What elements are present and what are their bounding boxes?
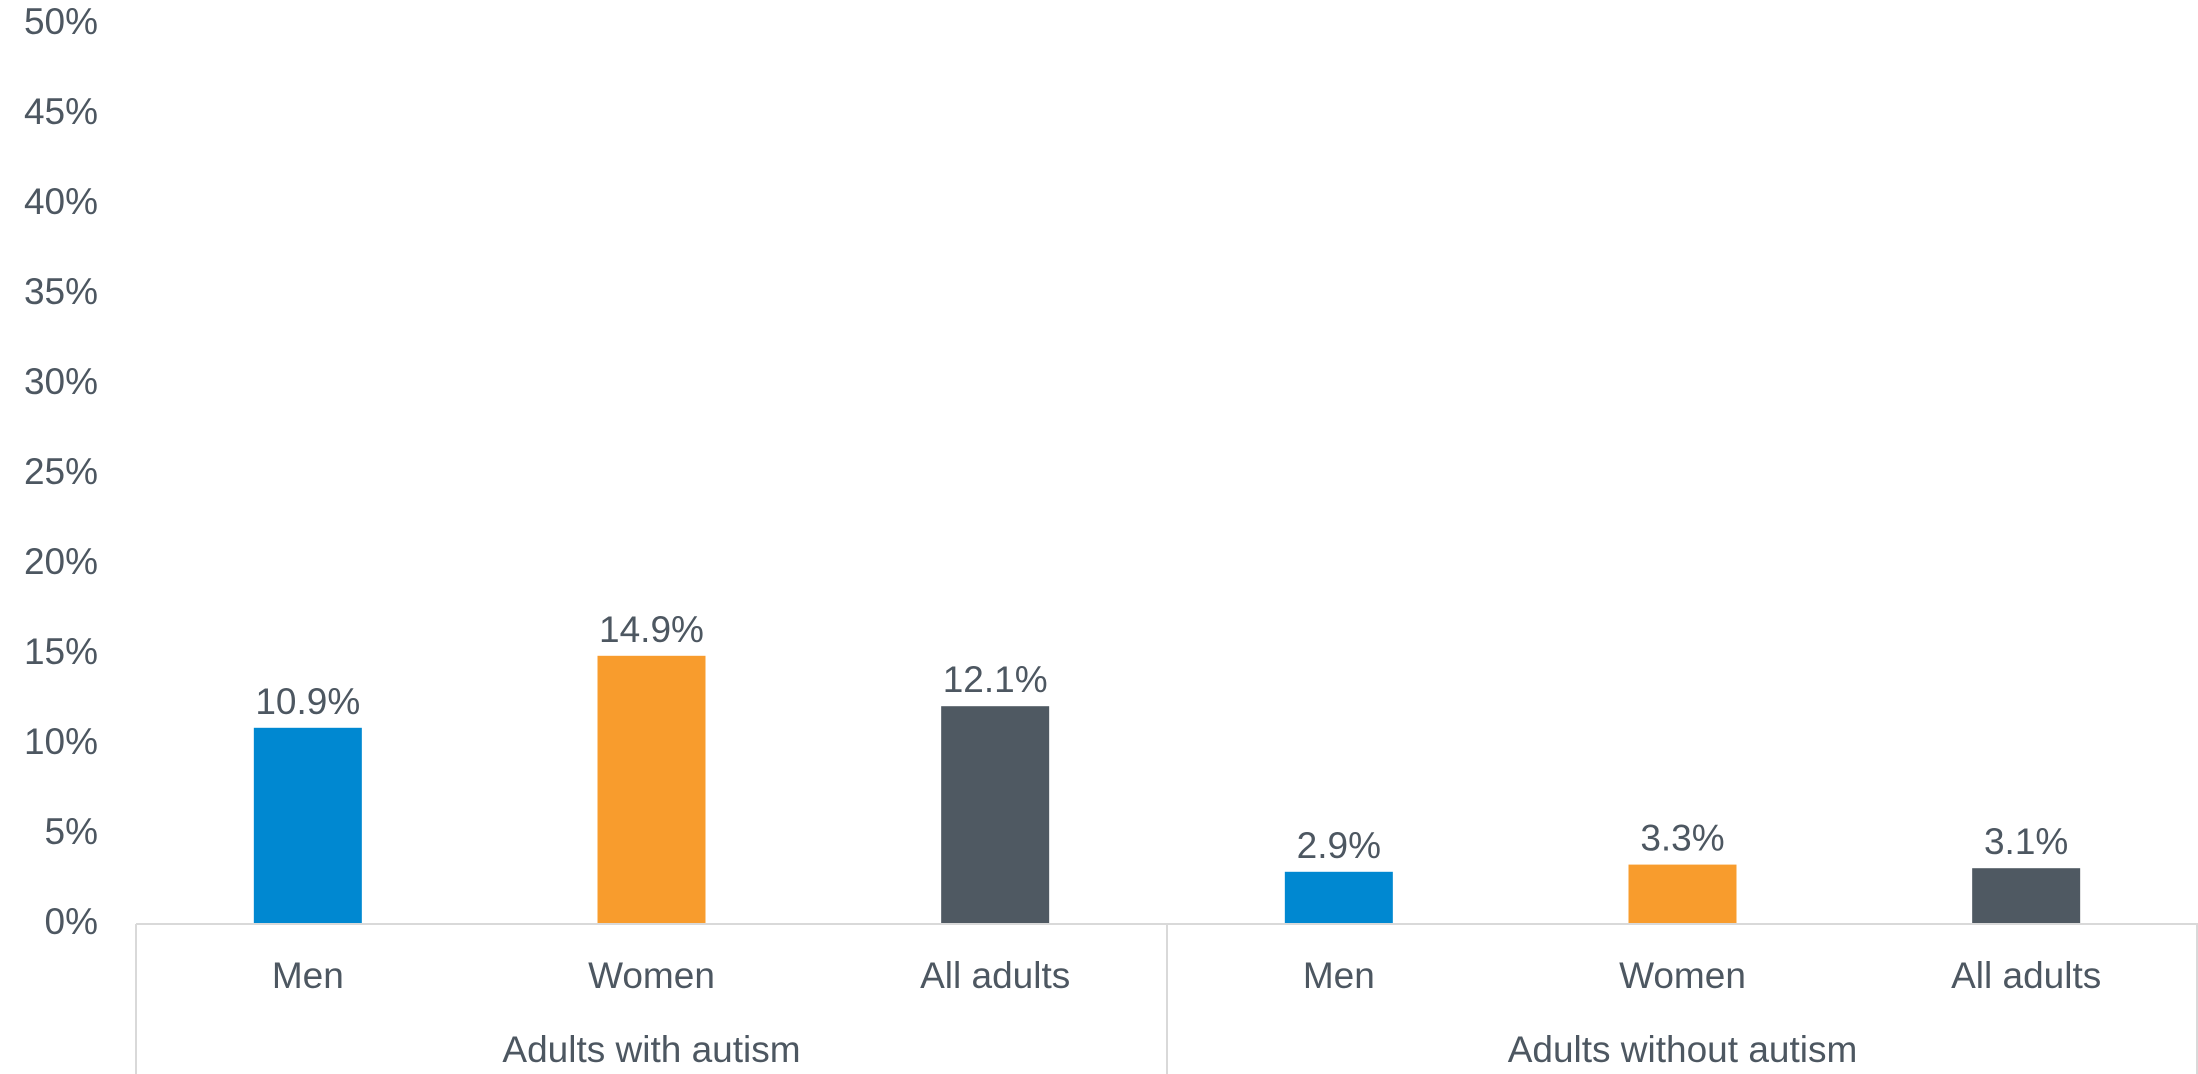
bar-men <box>1284 871 1393 924</box>
bar-women <box>1628 864 1737 924</box>
y-tick-label: 5% <box>45 811 98 852</box>
category-label: All adults <box>920 955 1070 996</box>
y-tick-label: 30% <box>24 361 98 402</box>
bar-women <box>597 655 706 924</box>
y-tick-label: 50% <box>24 1 98 42</box>
y-axis: 0% 5% 10% 15% 20% 25% 30% 35% 40% 45% 50% <box>24 1 98 942</box>
bars <box>253 655 2081 924</box>
y-tick-label: 0% <box>45 901 98 942</box>
data-label: 12.1% <box>943 659 1048 700</box>
y-tick-label: 35% <box>24 271 98 312</box>
y-tick-label: 45% <box>24 91 98 132</box>
bar-all-adults <box>1972 868 2081 924</box>
data-label: 3.1% <box>1984 821 2068 862</box>
category-label: Men <box>1303 955 1375 996</box>
y-tick-label: 20% <box>24 541 98 582</box>
data-label: 14.9% <box>599 609 704 650</box>
group-label: Adults with autism <box>502 1029 800 1070</box>
y-tick-label: 15% <box>24 631 98 672</box>
bar-men <box>253 727 362 924</box>
data-label: 10.9% <box>255 681 360 722</box>
data-labels: 10.9% 14.9% 12.1% 2.9% 3.3% 3.1% <box>255 609 2068 866</box>
bar-all-adults <box>941 706 1050 924</box>
y-tick-label: 10% <box>24 721 98 762</box>
category-label: Women <box>1619 955 1746 996</box>
category-label: Women <box>588 955 715 996</box>
y-tick-label: 40% <box>24 181 98 222</box>
y-tick-label: 25% <box>24 451 98 492</box>
data-label: 2.9% <box>1297 825 1381 866</box>
x-axis: Men Women All adults Adults with autism Men W… <box>135 923 2198 1074</box>
data-label: 3.3% <box>1640 818 1724 859</box>
category-label: All adults <box>1951 955 2101 996</box>
group-label: Adults without autism <box>1508 1029 1858 1070</box>
category-label: Men <box>272 955 344 996</box>
